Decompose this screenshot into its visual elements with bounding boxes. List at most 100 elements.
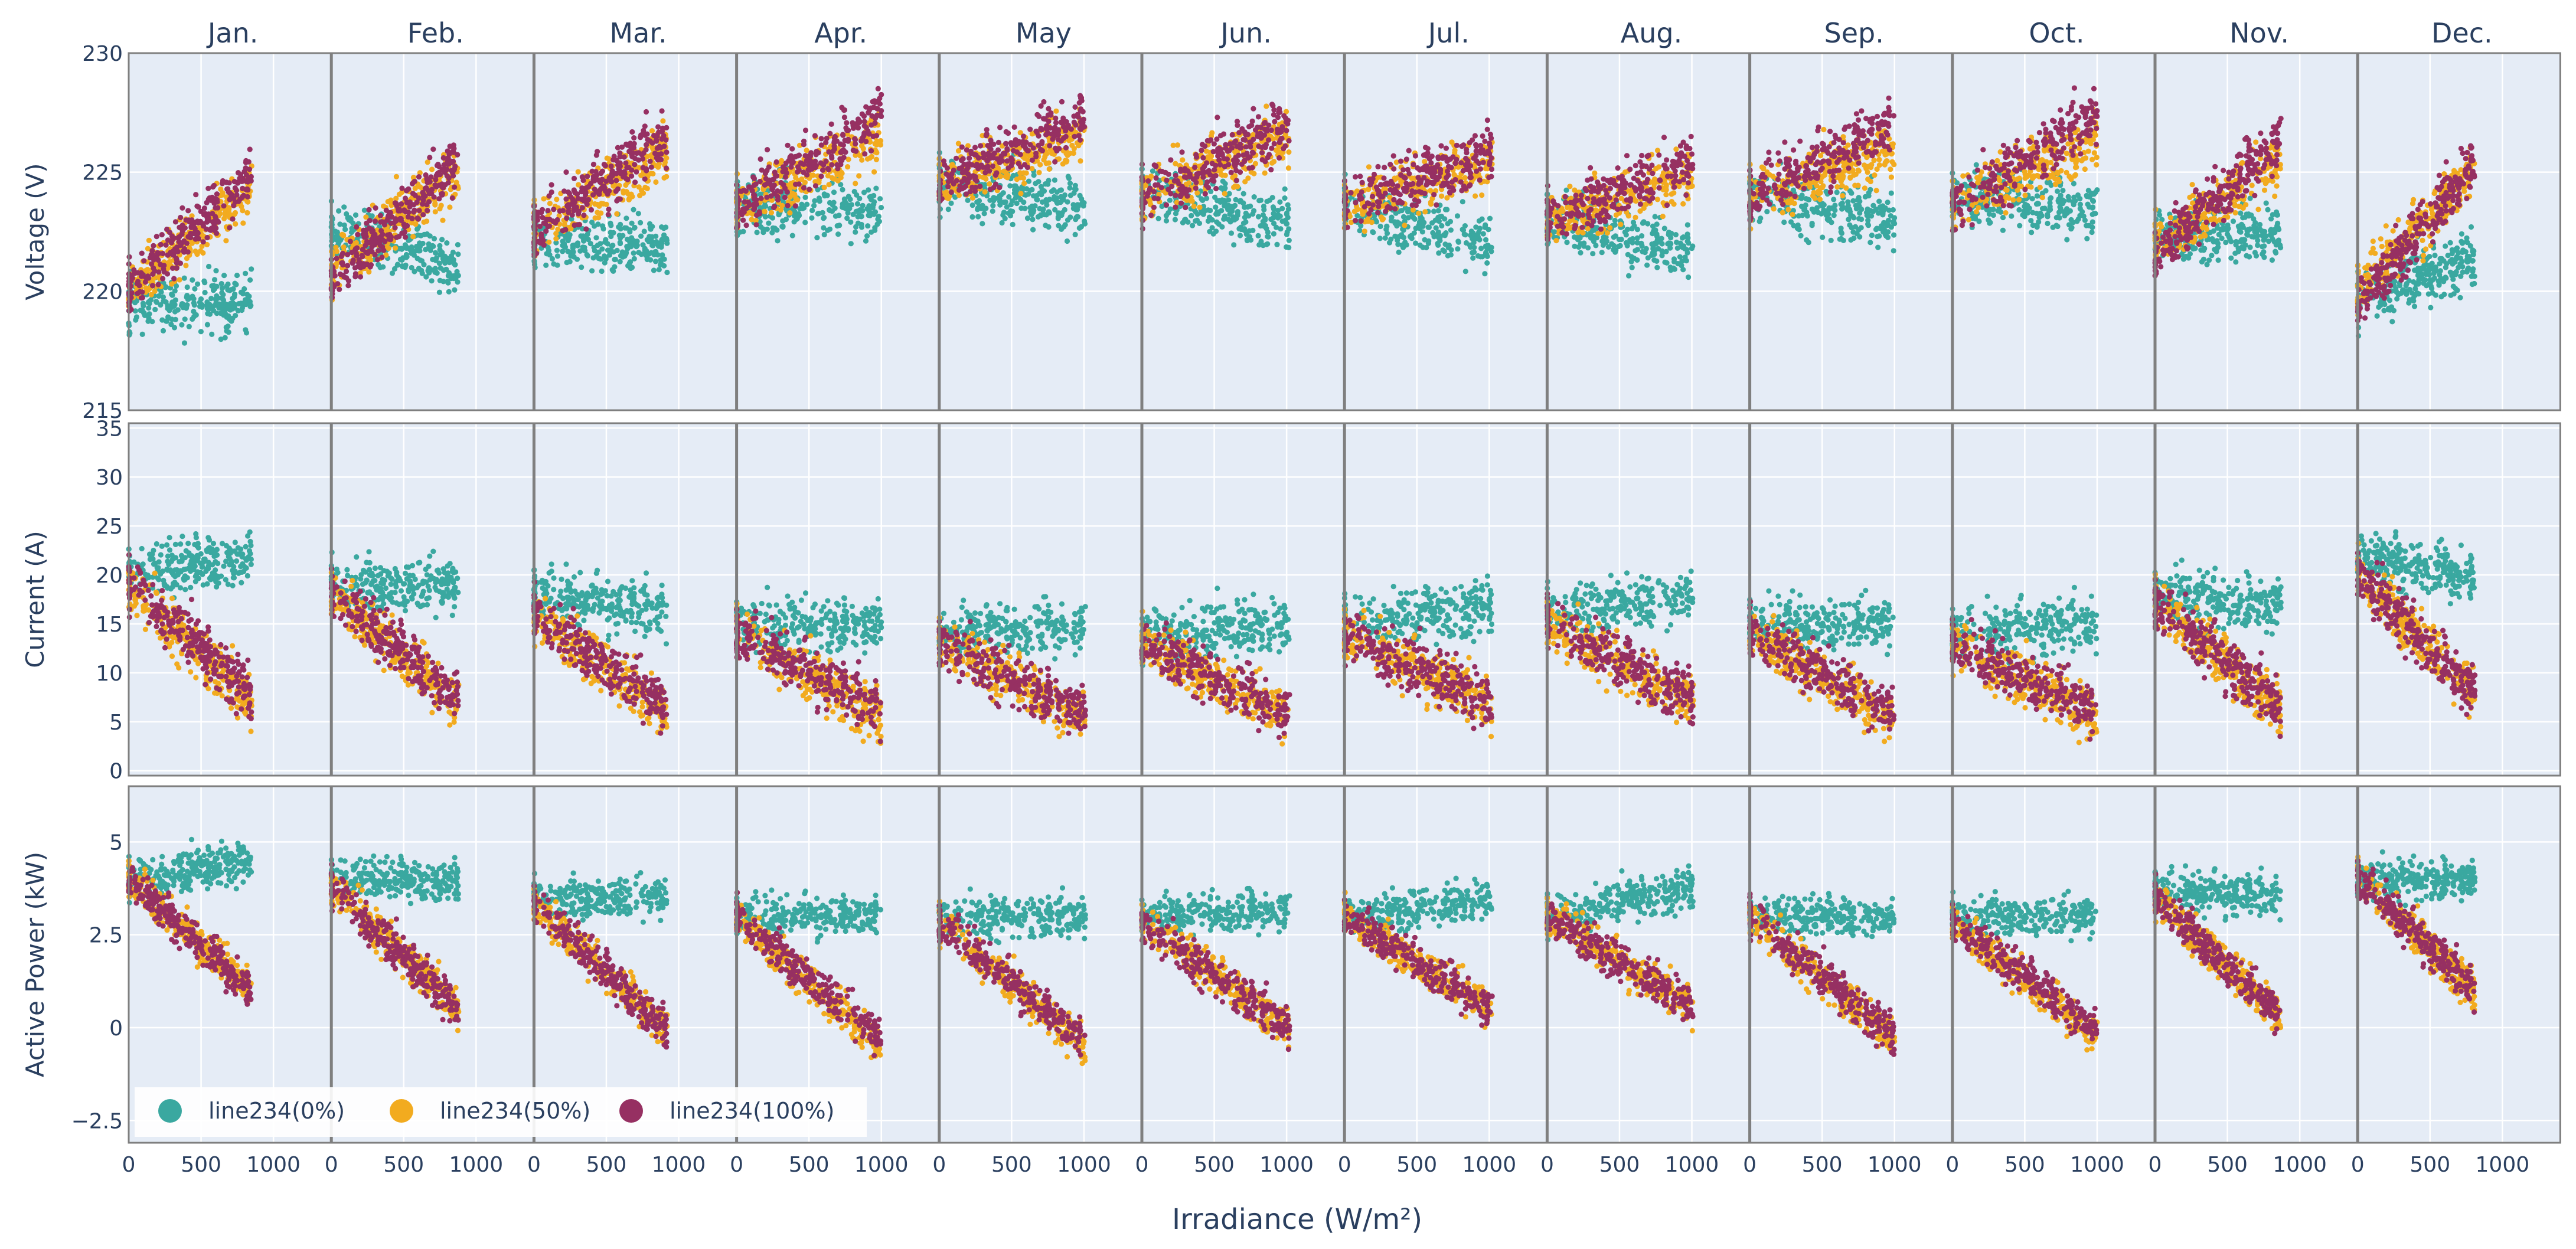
scatter-point: [133, 318, 138, 323]
scatter-point: [638, 220, 643, 225]
subplot-background: [1750, 423, 1953, 776]
scatter-point: [618, 259, 623, 264]
scatter-point: [825, 228, 830, 233]
scatter-point: [804, 202, 809, 207]
scatter-point: [451, 261, 456, 266]
scatter-point: [1022, 206, 1027, 211]
subplot-background: [1750, 786, 1953, 1143]
scatter-point: [645, 237, 650, 243]
scatter-point: [417, 257, 423, 263]
scatter-point: [1013, 195, 1018, 201]
scatter-point: [598, 256, 603, 261]
subplot-background: [1953, 423, 2155, 776]
scatter-point: [1008, 202, 1014, 207]
scatter-point: [555, 253, 560, 259]
scatter-point: [664, 270, 670, 275]
scatter-point: [416, 266, 422, 271]
scatter-point: [212, 277, 217, 282]
scatter-point: [840, 201, 845, 207]
scatter-point: [563, 235, 569, 240]
scatter-point: [421, 262, 426, 267]
scatter-point: [1029, 212, 1034, 217]
scatter-point: [821, 215, 827, 220]
scatter-point: [414, 227, 420, 232]
scatter-point: [775, 238, 780, 243]
scatter-point: [802, 220, 808, 225]
scatter-point: [965, 198, 971, 203]
scatter-point: [447, 260, 452, 265]
scatter-point: [1018, 197, 1023, 202]
scatter-point: [990, 208, 995, 214]
scatter-point: [446, 289, 452, 295]
scatter-point: [822, 232, 827, 237]
scatter-point: [234, 273, 240, 278]
scatter-point: [864, 233, 870, 238]
scatter-point: [226, 329, 231, 335]
scatter-point: [400, 264, 405, 269]
scatter-point: [249, 266, 254, 272]
subplot-background: [1142, 786, 1344, 1143]
scatter-point: [562, 244, 567, 250]
scatter-point: [863, 238, 869, 244]
scatter-point: [589, 268, 595, 273]
scatter-point: [833, 214, 838, 219]
scatter-point: [822, 191, 827, 197]
scatter-point: [636, 211, 641, 216]
scatter-point: [605, 247, 610, 253]
scatter-point: [948, 201, 954, 206]
scatter-point: [427, 233, 433, 238]
scatter-point: [809, 208, 815, 213]
scatter-point: [554, 248, 560, 253]
scatter-point: [567, 259, 573, 264]
scatter-point: [659, 224, 664, 230]
scatter-point: [403, 242, 408, 247]
scatter-point: [640, 242, 645, 247]
scatter-point: [651, 267, 657, 273]
scatter-point: [599, 269, 605, 274]
scatter-point: [814, 235, 820, 240]
scatter-point: [840, 187, 845, 192]
scatter-point: [247, 277, 253, 283]
scatter-point: [165, 306, 170, 311]
scatter-point: [1078, 193, 1083, 198]
scatter-point: [182, 276, 187, 281]
scatter-point: [653, 259, 658, 264]
scatter-point: [871, 211, 877, 217]
scatter-point: [214, 293, 219, 299]
scatter-point: [835, 231, 841, 237]
scatter-point: [206, 264, 211, 269]
scatter-point: [426, 268, 431, 273]
scatter-point: [603, 237, 608, 243]
scatter-point: [439, 250, 445, 255]
scatter-point: [232, 305, 237, 310]
scatter-point: [341, 204, 347, 210]
scatter-point: [585, 253, 590, 259]
scatter-point: [854, 192, 859, 198]
scatter-point: [812, 198, 817, 204]
scatter-point: [997, 202, 1003, 208]
scatter-point: [871, 193, 876, 198]
scatter-point: [141, 300, 146, 306]
scatter-point: [205, 322, 210, 327]
scatter-point: [233, 313, 238, 318]
scatter-point: [623, 251, 628, 257]
scatter-point: [140, 308, 145, 313]
scatter-point: [444, 240, 449, 246]
scatter-point: [1065, 238, 1070, 244]
scatter-point: [570, 246, 576, 251]
scatter-point: [780, 218, 785, 224]
scatter-point: [169, 293, 175, 298]
scatter-point: [866, 203, 871, 208]
scatter-point: [345, 215, 351, 221]
scatter-point: [455, 242, 461, 247]
scatter-point: [1006, 194, 1011, 200]
scatter-point: [629, 221, 635, 226]
scatter-point: [428, 248, 433, 253]
scatter-point: [632, 225, 637, 231]
scatter-point: [164, 318, 169, 323]
scatter-point: [649, 250, 654, 256]
scatter-point: [855, 208, 860, 214]
scatter-point: [437, 243, 442, 249]
scatter-point: [185, 285, 190, 290]
scatter-point: [224, 325, 229, 330]
